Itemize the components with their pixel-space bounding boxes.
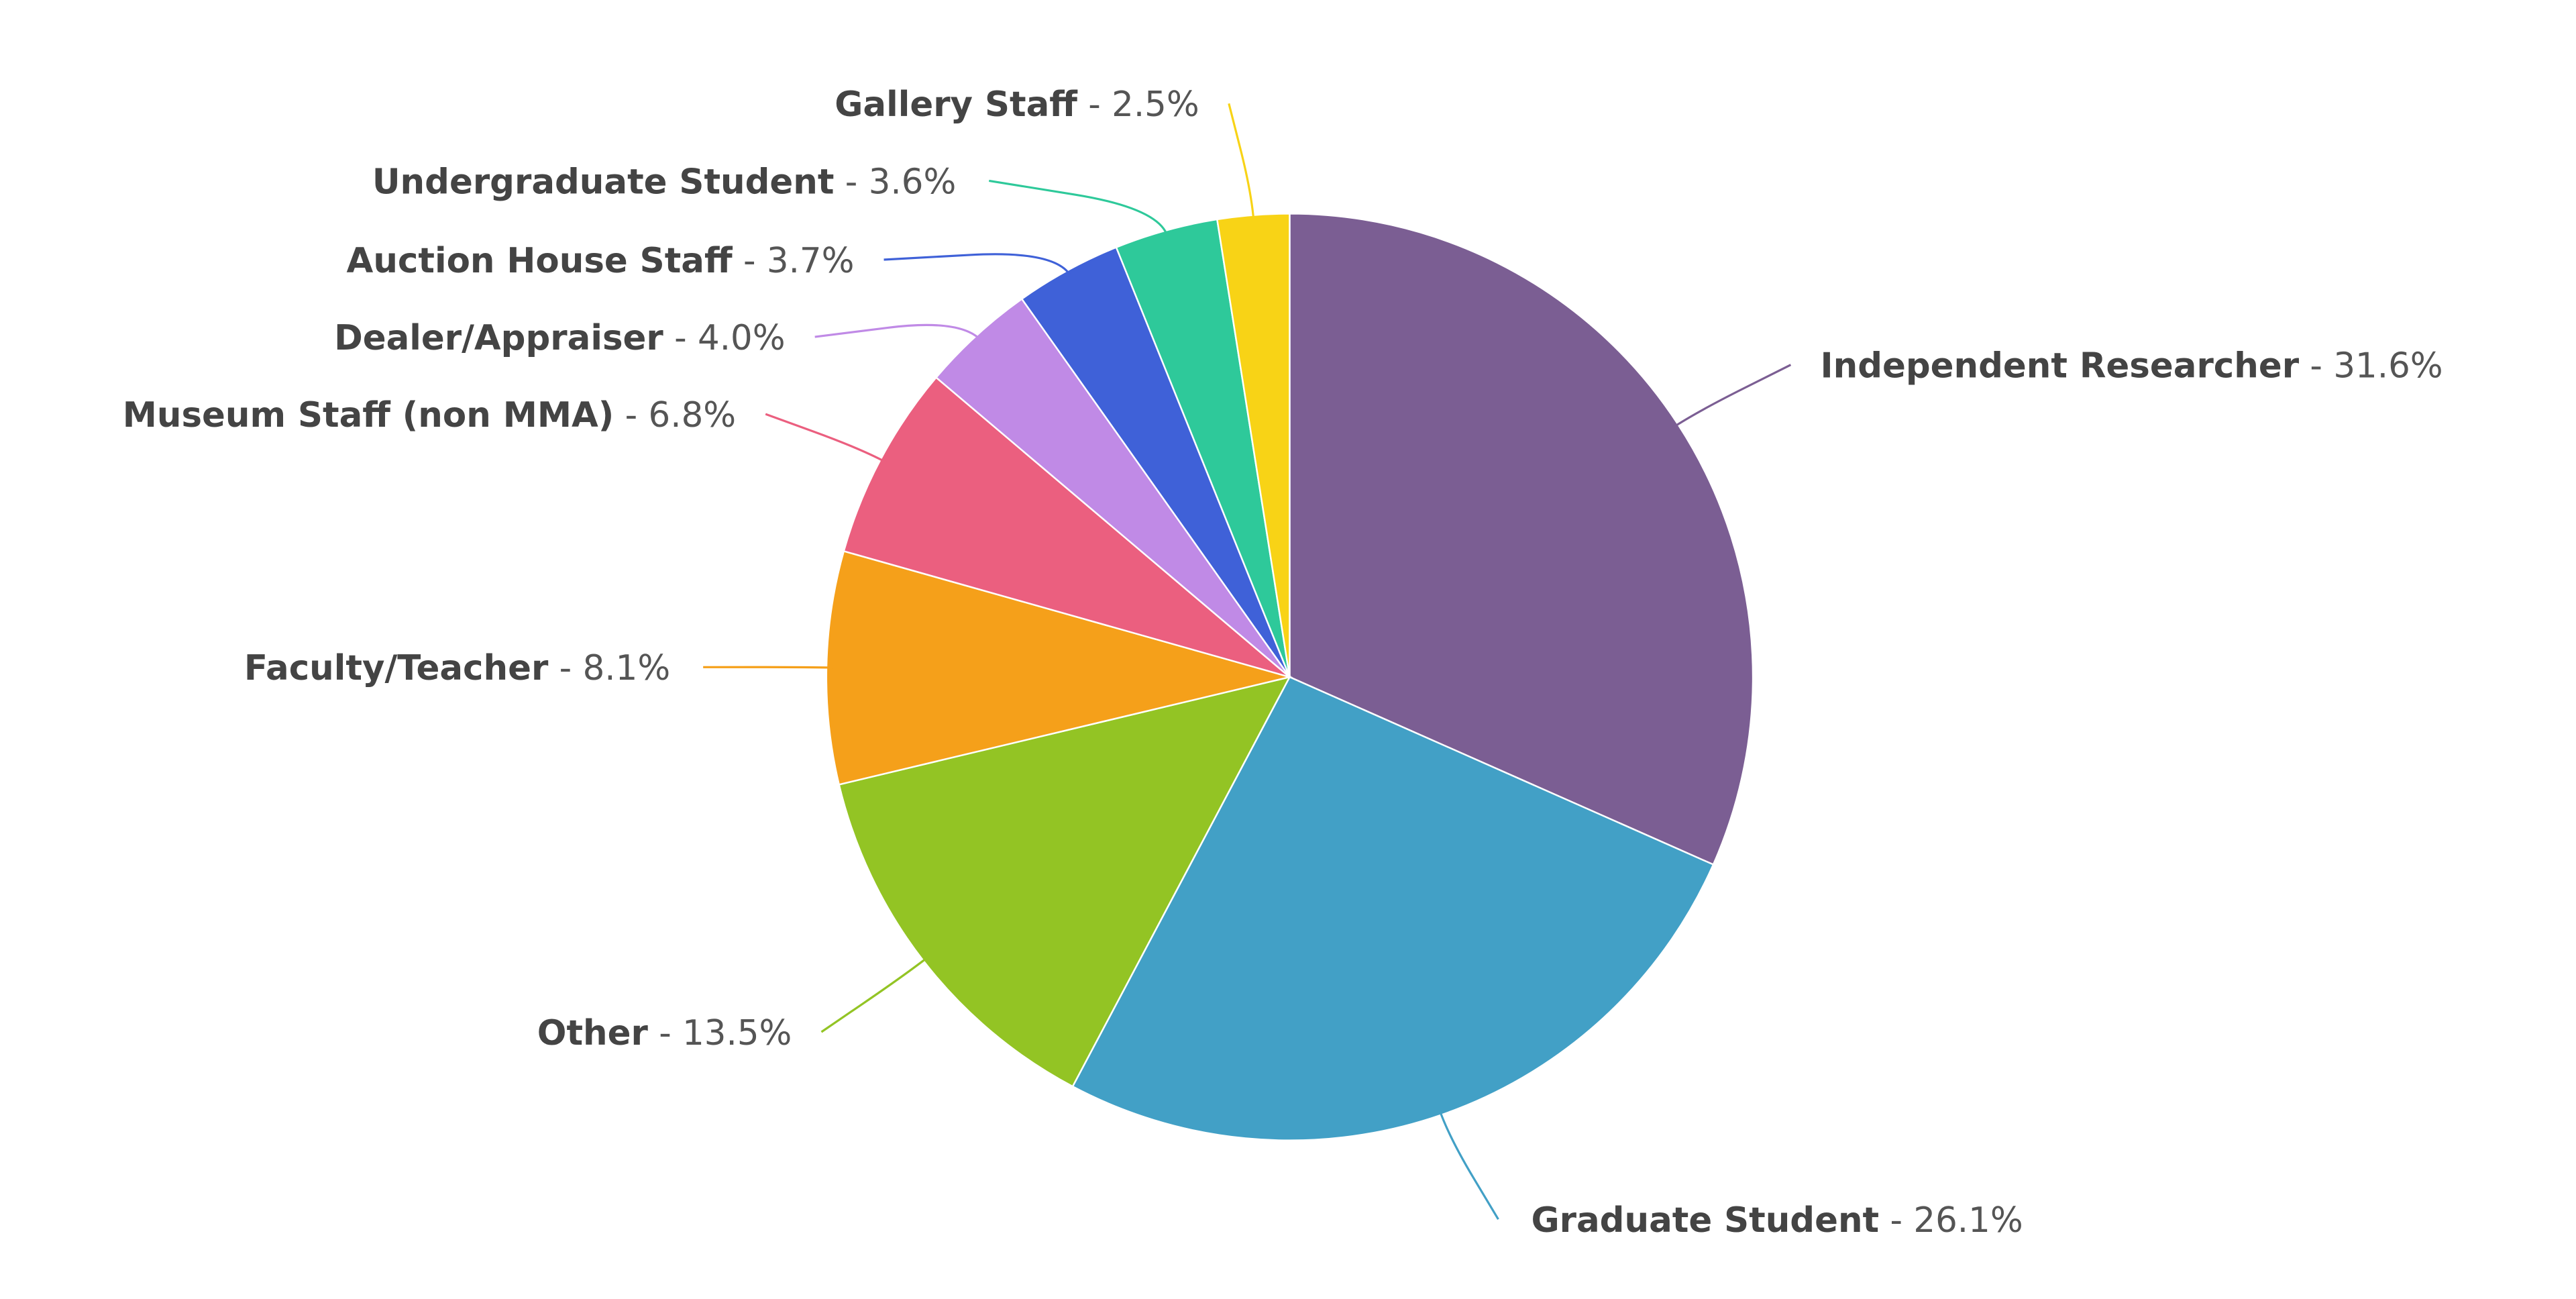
category-name: Other xyxy=(537,1013,649,1053)
value-label: 13.5% xyxy=(682,1013,792,1053)
slice-label: Dealer/Appraiser - 4.0% xyxy=(334,318,786,358)
label-separator: - xyxy=(834,162,868,202)
category-name: Auction House Staff xyxy=(347,241,733,281)
connector-line xyxy=(765,413,888,464)
label-separator: - xyxy=(1879,1200,1913,1241)
slice-label: Auction House Staff - 3.7% xyxy=(347,241,855,281)
label-separator: - xyxy=(1077,85,1112,125)
slice-label: Museum Staff (non MMA) - 6.8% xyxy=(123,395,736,435)
slice-label: Other - 13.5% xyxy=(537,1013,792,1053)
category-name: Gallery Staff xyxy=(835,85,1078,125)
value-label: 2.5% xyxy=(1112,85,1199,125)
value-label: 8.1% xyxy=(583,648,671,688)
slice-label: Independent Researcher - 31.6% xyxy=(1820,346,2443,386)
connector-line xyxy=(1228,103,1255,222)
slice-label: Graduate Student - 26.1% xyxy=(1531,1200,2023,1241)
slice-label: Faculty/Teacher - 8.1% xyxy=(244,648,670,688)
value-label: 26.1% xyxy=(1913,1200,2023,1241)
value-label: 3.6% xyxy=(869,162,957,202)
label-separator: - xyxy=(733,241,767,281)
label-separator: - xyxy=(663,318,698,358)
connector-line xyxy=(814,323,982,342)
value-label: 4.0% xyxy=(698,318,786,358)
connector-line xyxy=(1438,1108,1499,1220)
label-separator: - xyxy=(548,648,582,688)
connector-line xyxy=(820,955,930,1033)
category-name: Faculty/Teacher xyxy=(244,648,549,688)
category-name: Dealer/Appraiser xyxy=(334,318,663,358)
connector-line xyxy=(1672,364,1792,429)
category-name: Museum Staff (non MMA) xyxy=(123,395,614,435)
label-separator: - xyxy=(614,395,648,435)
slice-label: Undergraduate Student - 3.6% xyxy=(372,162,956,202)
connector-line xyxy=(883,253,1072,277)
connector-line xyxy=(703,666,833,669)
connector-line xyxy=(989,179,1169,238)
value-label: 6.8% xyxy=(649,395,737,435)
category-name: Undergraduate Student xyxy=(372,162,835,202)
category-name: Graduate Student xyxy=(1531,1200,1879,1241)
value-label: 31.6% xyxy=(2333,346,2443,386)
slice-label: Gallery Staff - 2.5% xyxy=(835,85,1199,125)
value-label: 3.7% xyxy=(767,241,855,281)
label-separator: - xyxy=(2299,346,2333,386)
label-separator: - xyxy=(648,1013,682,1053)
category-name: Independent Researcher xyxy=(1820,346,2299,386)
